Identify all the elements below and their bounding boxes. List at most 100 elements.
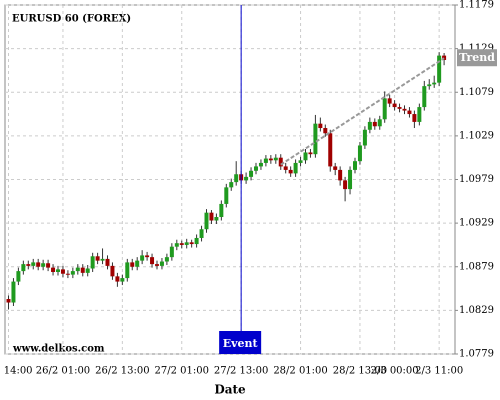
candle-body bbox=[397, 107, 402, 109]
candle-body bbox=[140, 255, 145, 261]
candle-body bbox=[229, 182, 234, 188]
candle-body bbox=[85, 268, 90, 273]
candle-body bbox=[323, 128, 328, 134]
candle-body bbox=[298, 160, 303, 163]
y-tick-label: 1.0779 bbox=[459, 349, 494, 360]
candle-body bbox=[432, 82, 437, 85]
candle-body bbox=[338, 169, 343, 181]
candle-body bbox=[164, 257, 169, 262]
candle-body bbox=[362, 129, 367, 146]
y-tick-label: 1.0879 bbox=[459, 261, 494, 272]
candle-body bbox=[422, 86, 427, 108]
y-tick-label: 1.1179 bbox=[459, 0, 494, 11]
candle-body bbox=[407, 110, 412, 115]
candle-body bbox=[293, 162, 298, 174]
candle-body bbox=[254, 166, 258, 171]
candle-body bbox=[268, 158, 273, 161]
candle-body bbox=[6, 299, 11, 303]
x-tick-label: 26/2 13:00 bbox=[95, 366, 149, 377]
candle-body bbox=[234, 174, 239, 183]
x-tick-label: 27/2 01:00 bbox=[155, 366, 209, 377]
chart-title: EURUSD 60 (FOREX) bbox=[12, 14, 131, 25]
candle-body bbox=[367, 121, 372, 130]
candle-body bbox=[120, 278, 125, 282]
y-tick-label: 1.1029 bbox=[459, 130, 494, 141]
candle-body bbox=[249, 170, 254, 177]
candle-body bbox=[56, 269, 60, 272]
candle-body bbox=[377, 119, 382, 127]
candle-body bbox=[16, 271, 21, 282]
x-tick-label: 28/2 13:00 bbox=[333, 366, 387, 377]
candle-body bbox=[100, 258, 105, 261]
candle-body bbox=[219, 203, 224, 218]
candle-body bbox=[26, 264, 31, 266]
candle-body bbox=[258, 162, 263, 167]
candle-body bbox=[155, 264, 159, 266]
candle-body bbox=[308, 152, 313, 155]
candle-body bbox=[51, 267, 56, 272]
candle-body bbox=[204, 212, 209, 230]
candle-body bbox=[402, 108, 407, 111]
candle-body bbox=[382, 98, 387, 120]
candle-body bbox=[417, 107, 422, 122]
candle-body bbox=[75, 267, 80, 272]
candle-body bbox=[412, 114, 417, 122]
x-tick-label: 26/2 01:00 bbox=[36, 366, 90, 377]
candle-body bbox=[313, 123, 318, 155]
y-tick-label: 1.0929 bbox=[459, 218, 494, 229]
candle-body bbox=[169, 246, 174, 258]
candle-body bbox=[115, 276, 120, 282]
candle-body bbox=[90, 256, 95, 269]
x-tick-label: 28/2 01:00 bbox=[273, 366, 327, 377]
candle-body bbox=[130, 262, 135, 267]
y-tick-label: 1.1129 bbox=[459, 43, 494, 54]
candle-body bbox=[288, 169, 293, 174]
candle-body bbox=[357, 145, 362, 162]
candle-body bbox=[343, 180, 348, 190]
trend-box bbox=[457, 49, 497, 67]
candle-body bbox=[95, 256, 100, 261]
candle-body bbox=[145, 255, 150, 258]
candle-body bbox=[31, 262, 36, 266]
candle-body bbox=[333, 166, 338, 170]
candle-body bbox=[125, 262, 130, 279]
candle-body bbox=[244, 176, 249, 181]
candle-body bbox=[199, 229, 204, 238]
candle-body bbox=[372, 121, 377, 127]
candle-body bbox=[392, 103, 397, 108]
candle-body bbox=[184, 242, 189, 245]
candle-body bbox=[70, 271, 75, 275]
candle-body bbox=[41, 263, 46, 267]
trend-label: Trend bbox=[459, 51, 495, 64]
y-tick-label: 1.0829 bbox=[459, 305, 494, 316]
candle-body bbox=[21, 264, 26, 272]
y-tick-label: 1.1079 bbox=[459, 87, 494, 98]
trend-line bbox=[280, 57, 445, 166]
candle-body bbox=[135, 260, 140, 267]
x-tick-label: 2/2 14:00 bbox=[0, 366, 33, 377]
candle-body bbox=[224, 187, 229, 204]
candle-body bbox=[273, 157, 278, 161]
candle-body bbox=[60, 269, 65, 274]
candle-body bbox=[65, 273, 70, 275]
candle-body bbox=[437, 55, 442, 83]
candle-body bbox=[283, 166, 288, 170]
candle-body bbox=[46, 263, 51, 268]
candle-body bbox=[189, 242, 194, 245]
candle-body bbox=[387, 98, 392, 104]
event-box bbox=[219, 331, 262, 354]
event-label: Event bbox=[223, 337, 259, 350]
candle-body bbox=[80, 267, 85, 273]
candle-body bbox=[278, 157, 283, 167]
candle-body bbox=[328, 133, 333, 167]
candle-body bbox=[348, 169, 353, 190]
candle-body bbox=[36, 262, 41, 267]
candle-body bbox=[174, 243, 179, 247]
candle-body bbox=[303, 152, 308, 161]
watermark: www.delkos.com bbox=[12, 344, 105, 355]
candle-body bbox=[209, 212, 214, 221]
candle-body bbox=[263, 158, 268, 163]
x-tick-label: 2/3 11:00 bbox=[415, 366, 463, 377]
